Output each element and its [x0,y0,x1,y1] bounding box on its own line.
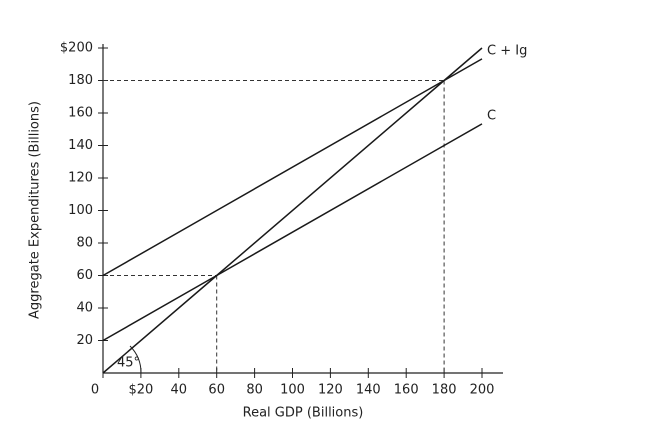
y-tick-label: 100 [68,203,93,218]
x-tick-label: $20 [128,383,153,398]
angle-arc [129,345,142,374]
series-line [102,58,483,277]
y-tick-label: 60 [76,268,93,283]
series-line [102,123,483,342]
x-tick-label: 200 [470,383,495,398]
y-tick-label: 20 [76,333,93,348]
series-label: C + Ig [487,43,527,58]
x-tick-label: 80 [246,383,263,398]
y-axis-label: Aggregate Expenditures (Billions) [28,101,43,319]
angle-label: 45° [117,356,140,371]
y-tick-label: 40 [76,301,93,316]
x-axis-label: Real GDP (Billions) [243,406,364,421]
x-tick-label: 60 [208,383,225,398]
x-tick-label: 180 [432,383,457,398]
y-tick-label: $200 [60,41,93,56]
x-tick-label: 0 [91,383,99,398]
x-tick-label: 160 [394,383,419,398]
series-label: C [487,108,496,123]
series-line [102,47,483,374]
y-tick-label: 160 [68,106,93,121]
x-tick-label: 100 [280,383,305,398]
y-tick-label: 120 [68,171,93,186]
x-tick-label: 140 [356,383,381,398]
y-tick-label: 180 [68,73,93,88]
y-tick-label: 140 [68,138,93,153]
y-tick-label: 80 [76,236,93,251]
x-tick-label: 120 [318,383,343,398]
x-tick-label: 40 [171,383,188,398]
